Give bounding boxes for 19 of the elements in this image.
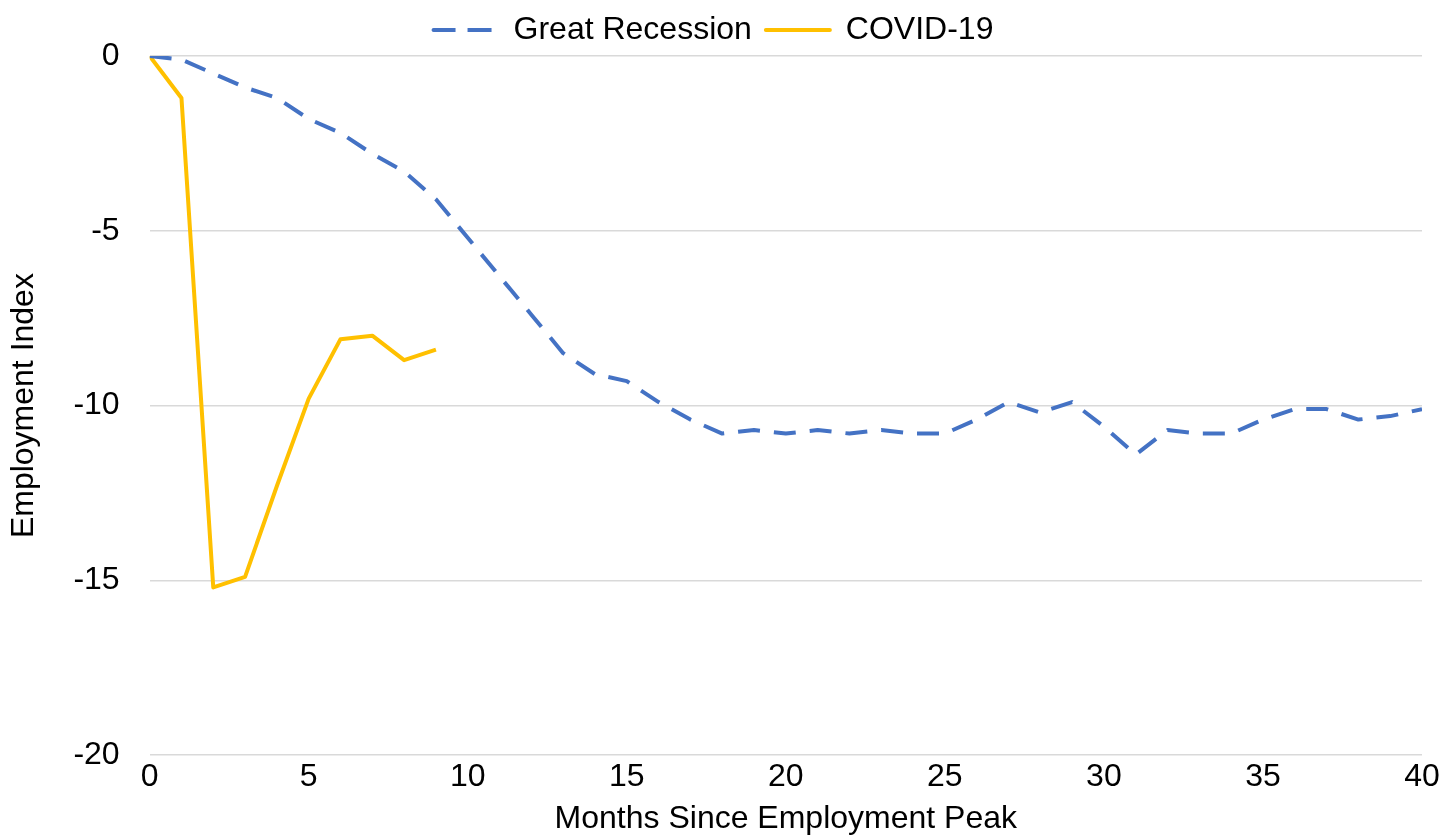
y-tick-label: -5 — [91, 210, 120, 247]
x-tick-label: 30 — [1086, 757, 1122, 794]
y-tick-label: 0 — [101, 35, 120, 72]
legend-label: Great Recession — [513, 9, 752, 46]
x-tick-label: 0 — [140, 757, 159, 794]
y-tick-label: -10 — [73, 385, 120, 422]
legend-label: COVID-19 — [845, 9, 994, 46]
x-tick-label: 10 — [449, 757, 486, 794]
line-series — [149, 56, 1422, 457]
x-tick-label: 20 — [768, 757, 804, 794]
x-tick-label: 40 — [1404, 757, 1440, 794]
x-tick-label: 25 — [927, 757, 963, 794]
x-tick-label: 35 — [1245, 757, 1281, 794]
y-tick-label: -20 — [73, 735, 120, 772]
x-tick-label: 5 — [299, 757, 318, 794]
y-axis-title: Employment Index — [4, 273, 41, 539]
y-tick-label: -15 — [73, 560, 120, 597]
x-axis-title: Months Since Employment Peak — [554, 798, 1019, 835]
x-tick-label: 15 — [608, 757, 645, 794]
